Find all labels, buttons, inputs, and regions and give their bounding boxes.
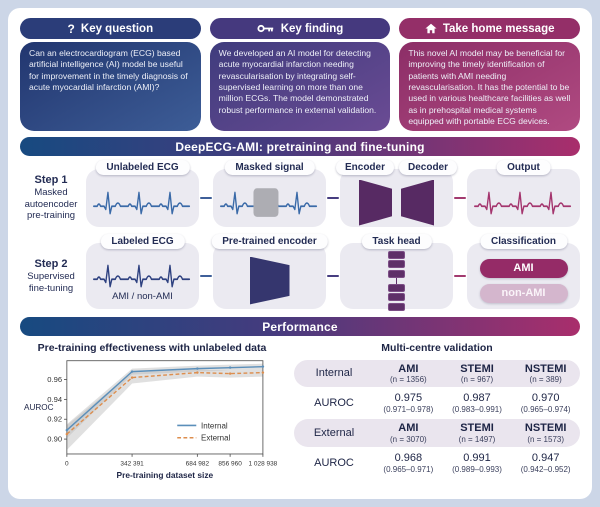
external-metric-label: AUROC xyxy=(314,456,354,469)
take-home-header: Take home message xyxy=(399,18,581,39)
output-waveform xyxy=(473,191,571,214)
svg-text:0.94: 0.94 xyxy=(47,395,63,404)
pretrained-encoder-box: Pre-trained encoder xyxy=(211,234,328,309)
performance-section-header: Performance xyxy=(20,317,580,336)
take-home-title: Take home message xyxy=(442,22,555,35)
ami-non-ami-caption: AMI / non-AMI xyxy=(112,291,173,302)
non-ami-class-pill: non-AMI xyxy=(479,283,568,303)
task-head-box: Task head xyxy=(340,234,453,311)
pretraining-chart-block: Pre-training effectiveness with unlabele… xyxy=(20,340,284,493)
unlabeled-ecg-box: Unlabeled ECG xyxy=(86,160,199,227)
step1-connector-1 xyxy=(200,196,212,200)
step1-label: Step 1 Masked autoencoder pre-training xyxy=(24,174,78,222)
task-head-shape xyxy=(388,250,405,311)
output-box: Output xyxy=(467,160,580,227)
step2-connector-3 xyxy=(454,274,466,278)
classification-box: Classification AMI non-AMI xyxy=(467,234,580,309)
decoder-label: Decoder xyxy=(399,160,458,175)
svg-text:684 982: 684 982 xyxy=(185,460,209,467)
external-header-row: External AMI (n = 3070) STEMI (n = 1497) N… xyxy=(294,419,580,447)
take-home-text: This novel AI model may be beneficial fo… xyxy=(399,42,581,131)
svg-text:342 391: 342 391 xyxy=(120,460,144,467)
key-finding-title: Key finding xyxy=(280,22,344,35)
step2-row: Step 2 Supervised fine-tuning Labeled EC… xyxy=(20,234,580,311)
labeled-ecg-box: Labeled ECG AMI / non-AMI xyxy=(86,234,199,309)
labeled-ecg-waveform xyxy=(92,264,190,288)
encoder-label: Encoder xyxy=(335,160,394,175)
internal-metric-label: AUROC xyxy=(314,397,354,410)
classification-label: Classification xyxy=(479,234,568,249)
key-question-title: Key question xyxy=(80,22,154,35)
step1-connector-2 xyxy=(327,196,339,200)
step2-label: Step 2 Supervised fine-tuning xyxy=(27,258,75,294)
ami-class-pill: AMI xyxy=(479,258,568,278)
key-question-card: ? Key question Can an electrocardiogram … xyxy=(20,18,201,131)
unlabeled-ecg-label: Unlabeled ECG xyxy=(95,160,190,175)
internal-row-label: Internal xyxy=(315,367,353,380)
internal-auroc-row: AUROC 0.975 (0.971–0.978) 0.987 (0.983–0.9… xyxy=(294,390,580,416)
main-panel: ? Key question Can an electrocardiogram … xyxy=(8,8,592,499)
svg-text:Pre-training dataset size: Pre-training dataset size xyxy=(116,470,213,480)
encoder-decoder-shapes xyxy=(359,179,434,226)
task-head-label: Task head xyxy=(361,234,432,249)
encoder-decoder-box: Encoder Decoder xyxy=(335,160,458,227)
svg-text:0.96: 0.96 xyxy=(47,375,62,384)
external-auroc-row: AUROC 0.968 (0.965–0.971) 0.991 (0.989–0.9… xyxy=(294,450,580,476)
mask-patch xyxy=(253,187,279,217)
svg-text:856 960: 856 960 xyxy=(218,460,242,467)
masked-signal-waveform xyxy=(219,187,317,217)
take-home-card: Take home message This novel AI model ma… xyxy=(399,18,581,131)
key-question-text: Can an electrocardiogram (ECG) based art… xyxy=(20,42,201,131)
step1-connector-3 xyxy=(454,196,466,200)
svg-text:Internal: Internal xyxy=(201,421,228,430)
performance-content: Pre-training effectiveness with unlabele… xyxy=(20,340,580,493)
validation-table-block: Multi-centre validation Internal AMI (n =… xyxy=(294,340,580,493)
masked-signal-label: Masked signal xyxy=(224,160,315,175)
step1-row: Step 1 Masked autoencoder pre-training U… xyxy=(20,160,580,227)
question-icon: ? xyxy=(67,21,75,36)
svg-text:0: 0 xyxy=(65,460,69,467)
chart-title: Pre-training effectiveness with unlabele… xyxy=(37,342,267,354)
decoder-shape xyxy=(401,179,434,226)
svg-text:AUROC: AUROC xyxy=(24,403,54,412)
unlabeled-ecg-waveform xyxy=(92,191,190,214)
key-finding-card: Key finding We developed an AI model for… xyxy=(209,18,391,131)
home-icon xyxy=(425,23,437,34)
pretrained-encoder-label: Pre-trained encoder xyxy=(211,234,328,249)
validation-table-title: Multi-centre validation xyxy=(381,342,493,354)
external-row-label: External xyxy=(313,427,355,440)
svg-text:1 028 938: 1 028 938 xyxy=(248,460,277,467)
encoder-decoder-labels: Encoder Decoder xyxy=(335,160,458,175)
labeled-ecg-label: Labeled ECG xyxy=(100,234,185,249)
key-finding-text: We developed an AI model for detecting a… xyxy=(209,42,391,131)
key-question-header: ? Key question xyxy=(20,18,201,39)
key-finding-header: Key finding xyxy=(209,18,391,39)
svg-text:0.92: 0.92 xyxy=(47,415,62,424)
svg-text:0.90: 0.90 xyxy=(47,435,62,444)
svg-text:External: External xyxy=(201,434,231,443)
key-icon xyxy=(257,24,275,33)
classification-pills: AMI non-AMI xyxy=(479,258,568,303)
pretrained-encoder-shape xyxy=(249,256,290,305)
internal-header-row: Internal AMI (n = 1356) STEMI (n = 967) NS… xyxy=(294,359,580,388)
encoder-shape xyxy=(359,179,392,226)
summary-cards: ? Key question Can an electrocardiogram … xyxy=(20,18,581,131)
masked-signal-box: Masked signal xyxy=(213,160,326,227)
step2-connector-1 xyxy=(200,274,212,278)
output-label: Output xyxy=(496,160,551,175)
pipeline-section-header: DeepECG-AMI: pretraining and fine-tuning xyxy=(20,137,580,156)
pretraining-chart: 0.90 0.92 0.94 0.96 AUROC 0 342 391 684 982 856 … xyxy=(24,360,277,480)
step2-connector-2 xyxy=(327,274,339,278)
